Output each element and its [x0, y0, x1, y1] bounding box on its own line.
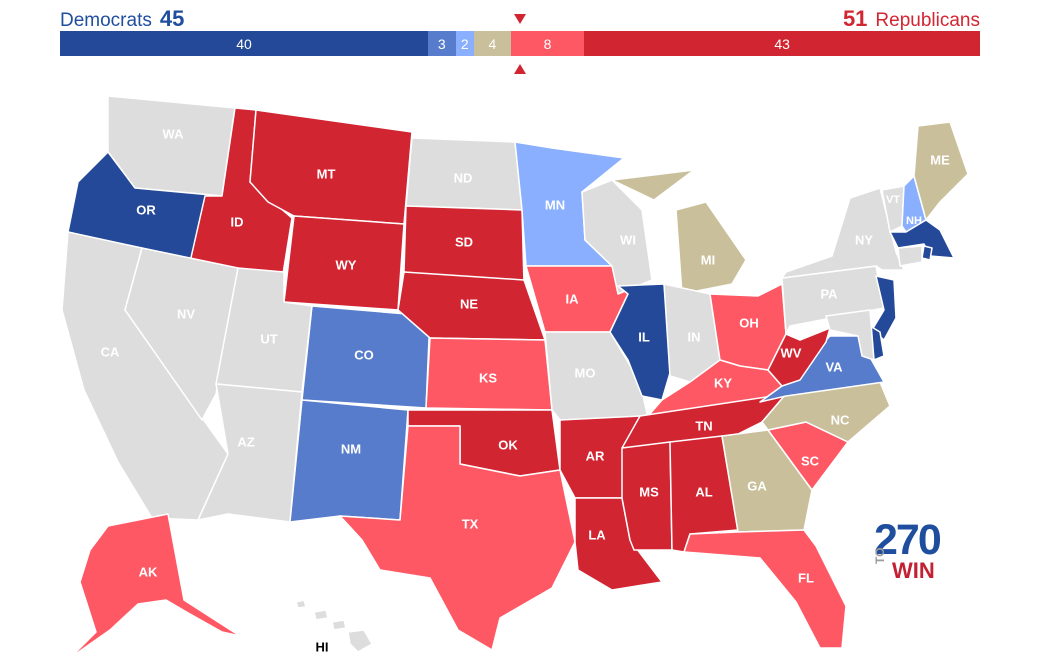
- 270towin-logo: 270 TO WIN: [872, 516, 952, 584]
- label-sd: SD: [455, 234, 473, 249]
- label-in: IN: [688, 329, 701, 344]
- label-or: OR: [136, 202, 156, 217]
- label-oh: OH: [739, 315, 759, 330]
- label-ak: AK: [139, 564, 158, 579]
- label-ny: NY: [855, 232, 873, 247]
- label-nh: NH: [906, 215, 922, 227]
- state-nm[interactable]: [289, 399, 409, 523]
- label-mt: MT: [317, 166, 336, 181]
- label-al: AL: [695, 484, 712, 499]
- label-nd: ND: [454, 170, 473, 185]
- republicans-total: 51: [842, 6, 868, 31]
- logo-win: WIN: [892, 558, 935, 583]
- state-mi[interactable]: [611, 169, 747, 295]
- state-nj[interactable]: [871, 275, 897, 341]
- label-wy: WY: [336, 257, 357, 272]
- bar-segment: 2: [455, 31, 474, 56]
- label-me: ME: [930, 152, 950, 167]
- republicans-tally: 51 Republicans: [843, 6, 980, 32]
- label-fl: FL: [798, 570, 814, 585]
- label-mi: MI: [701, 252, 715, 267]
- label-wa: WA: [163, 126, 185, 141]
- seat-balance-bar: 40 3 2 4 8 43: [60, 31, 980, 56]
- label-nm: NM: [341, 441, 361, 456]
- label-ne: NE: [460, 296, 478, 311]
- democrats-label: Democrats: [60, 10, 152, 31]
- label-mo: MO: [575, 365, 596, 380]
- state-hi[interactable]: [295, 599, 373, 653]
- majority-marker-bottom-icon: [514, 64, 526, 74]
- label-tx: TX: [462, 516, 479, 531]
- state-me[interactable]: [913, 121, 969, 221]
- state-wv[interactable]: [767, 327, 831, 387]
- majority-marker-top-icon: [514, 14, 526, 24]
- state-md[interactable]: [825, 309, 875, 361]
- senate-map: WA OR CA ID NV MT WY UT AZ CO NM ND SD N…: [61, 95, 969, 659]
- label-id: ID: [231, 214, 244, 229]
- label-ia: IA: [566, 291, 580, 306]
- label-ca: CA: [101, 344, 120, 359]
- bar-segment: 4: [473, 31, 511, 56]
- label-mn: MN: [545, 197, 565, 212]
- label-az: AZ: [237, 434, 254, 449]
- label-ut: UT: [260, 331, 277, 346]
- state-ak[interactable]: [69, 513, 241, 659]
- bar-segment: 8: [510, 31, 585, 56]
- label-ms: MS: [639, 484, 659, 499]
- bar-segment: 3: [428, 31, 456, 56]
- logo-to: TO: [873, 547, 887, 564]
- label-nc: NC: [831, 412, 850, 427]
- label-vt: VT: [886, 194, 900, 206]
- tally-header: Democrats 45 51 Republicans: [60, 4, 980, 74]
- label-ok: OK: [498, 437, 518, 452]
- democrats-total: 45: [159, 6, 185, 31]
- bar-segment: 43: [584, 31, 980, 56]
- label-co: CO: [354, 347, 374, 362]
- state-nv[interactable]: [124, 247, 239, 421]
- state-fl[interactable]: [683, 529, 847, 649]
- label-pa: PA: [820, 286, 838, 301]
- label-il: IL: [638, 329, 650, 344]
- state-tx[interactable]: [339, 425, 576, 651]
- label-la: LA: [588, 527, 606, 542]
- label-ks: KS: [479, 370, 497, 385]
- label-ga: GA: [747, 478, 767, 493]
- label-wv: WV: [781, 345, 802, 360]
- label-ky: KY: [714, 375, 732, 390]
- democrats-tally: Democrats 45: [60, 6, 184, 32]
- state-az[interactable]: [197, 383, 303, 523]
- label-ar: AR: [586, 448, 605, 463]
- state-ri[interactable]: [921, 245, 933, 261]
- label-va: VA: [825, 359, 843, 374]
- state-tn[interactable]: [621, 393, 787, 449]
- state-ga[interactable]: [721, 429, 813, 533]
- label-wi: WI: [620, 232, 636, 247]
- label-nv: NV: [177, 306, 195, 321]
- republicans-label: Republicans: [875, 10, 980, 31]
- state-ct[interactable]: [897, 245, 923, 267]
- label-tn: TN: [695, 418, 712, 433]
- label-sc: SC: [801, 453, 820, 468]
- label-hi: HI: [316, 639, 329, 654]
- logo-number: 270: [874, 516, 942, 564]
- bar-segment: 40: [60, 31, 428, 56]
